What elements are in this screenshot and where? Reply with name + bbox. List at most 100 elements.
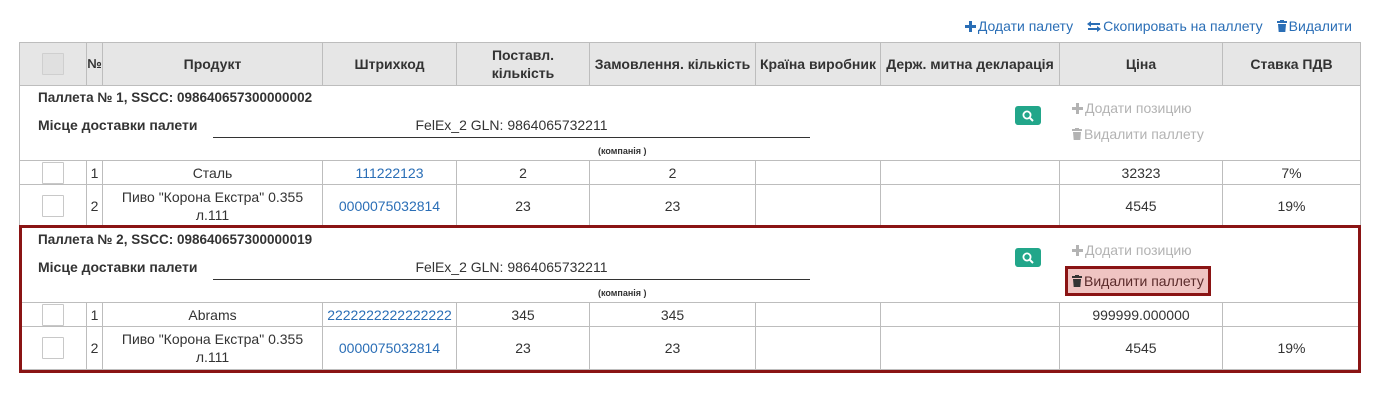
row-select-cell xyxy=(19,302,87,327)
col-supplied-qty: Поставл. кількість xyxy=(456,42,590,86)
pallet-header-row: Паллета № 1, SSCC: 098640657300000002 Мі… xyxy=(19,85,1361,161)
vat-rate: 7% xyxy=(1222,160,1361,185)
row-checkbox[interactable] xyxy=(42,337,64,359)
delete-pallet-button[interactable]: Видалити паллету xyxy=(1065,266,1211,296)
barcode-link[interactable]: 0000075032814 xyxy=(338,340,441,356)
table-row: 2 Пиво "Корона Екстра" 0.355 л.111 00000… xyxy=(19,326,1361,370)
pallet-toolbar: Додати палету Скопировать на паллету Вид… xyxy=(964,18,1352,34)
row-select-cell xyxy=(19,160,87,185)
barcode-cell: 111222123 xyxy=(322,160,457,185)
plus-icon xyxy=(964,20,976,32)
col-product: Продукт xyxy=(102,42,323,86)
delivery-place-row: Місце доставки палети xyxy=(38,117,203,133)
row-checkbox[interactable] xyxy=(42,303,64,326)
add-position-button[interactable]: Додати позицию xyxy=(1072,242,1192,258)
price: 4545 xyxy=(1059,184,1223,228)
table-row: 1 Сталь 111222123 2 2 32323 7% xyxy=(19,160,1361,185)
ordered-qty: 2 xyxy=(589,160,756,185)
vat-rate: 19% xyxy=(1222,184,1361,228)
plus-icon xyxy=(1072,102,1083,114)
pallet-2-panel: Паллета № 2, SSCC: 098640657300000019 Мі… xyxy=(19,227,1361,303)
row-select-cell xyxy=(19,184,87,228)
barcode-cell: 0000075032814 xyxy=(322,326,457,370)
delivery-place-field[interactable]: FelEx_2 GLN: 9864065732211 xyxy=(213,256,810,280)
table-row: 1 Abrams 2222222222222222 345 345 999999… xyxy=(19,302,1361,327)
delivery-place-field[interactable]: FelEx_2 GLN: 9864065732211 xyxy=(213,114,810,138)
supplied-qty: 2 xyxy=(456,160,590,185)
select-all-cell xyxy=(19,42,87,86)
search-company-button[interactable] xyxy=(1015,106,1041,125)
delivery-place-label: Місце доставки палети xyxy=(38,117,198,133)
pallet-1-panel: Паллета № 1, SSCC: 098640657300000002 Мі… xyxy=(19,85,1361,161)
supplied-qty: 23 xyxy=(456,184,590,228)
barcode-link[interactable]: 111222123 xyxy=(355,164,424,181)
delete-pallet-label: Видалити паллету xyxy=(1084,126,1204,142)
ordered-qty: 23 xyxy=(589,326,756,370)
ordered-qty: 23 xyxy=(589,184,756,228)
col-price: Ціна xyxy=(1059,42,1223,86)
col-ordered-qty: Замовлення. кількість xyxy=(589,42,756,86)
customs-declaration xyxy=(880,326,1060,370)
customs-declaration xyxy=(880,160,1060,185)
trash-icon xyxy=(1276,20,1287,32)
row-select-cell xyxy=(19,326,87,370)
delivery-place-row: Місце доставки палети xyxy=(38,259,203,275)
row-number: 2 xyxy=(86,184,103,228)
supplied-qty: 345 xyxy=(456,302,590,327)
company-hint: (компанія ) xyxy=(598,146,647,156)
add-pallet-label: Додати палету xyxy=(977,18,1074,34)
company-hint: (компанія ) xyxy=(598,288,647,298)
country xyxy=(755,302,881,327)
copy-to-pallet-label: Скопировать на паллету xyxy=(1103,18,1263,34)
col-country: Країна виробник xyxy=(755,42,881,86)
search-icon xyxy=(1022,110,1034,122)
barcode-link[interactable]: 0000075032814 xyxy=(338,198,441,214)
delivery-place-label: Місце доставки палети xyxy=(38,259,198,275)
barcode-link[interactable]: 2222222222222222 xyxy=(327,306,452,323)
supplied-qty: 23 xyxy=(456,326,590,370)
delete-pallet-button[interactable]: Видалити паллету xyxy=(1072,126,1204,142)
col-vat-rate: Ставка ПДВ xyxy=(1222,42,1361,86)
product-name: Abrams xyxy=(102,302,323,327)
product-name: Сталь xyxy=(102,160,323,185)
delete-pallet-label: Видалити паллету xyxy=(1084,273,1204,289)
add-position-label: Додати позицию xyxy=(1085,100,1192,116)
trash-icon xyxy=(1072,128,1082,140)
ordered-qty: 345 xyxy=(589,302,756,327)
swap-arrows-icon xyxy=(1087,20,1102,32)
add-position-label: Додати позицию xyxy=(1085,242,1192,258)
row-checkbox[interactable] xyxy=(42,195,64,217)
select-all-checkbox[interactable] xyxy=(42,53,64,75)
table-header-row: № Продукт Штрихкод Поставл. кількість За… xyxy=(19,42,1361,86)
price: 4545 xyxy=(1059,326,1223,370)
delete-label: Видалити xyxy=(1288,18,1352,34)
price: 32323 xyxy=(1059,160,1223,185)
pallet-title: Паллета № 1, SSCC: 098640657300000002 xyxy=(38,90,313,105)
country xyxy=(755,160,881,185)
country xyxy=(755,326,881,370)
row-number: 2 xyxy=(86,326,103,370)
trash-icon xyxy=(1072,275,1082,287)
row-number: 1 xyxy=(86,160,103,185)
price: 999999.000000 xyxy=(1059,302,1223,327)
col-number: № xyxy=(86,42,103,86)
row-number: 1 xyxy=(86,302,103,327)
search-company-button[interactable] xyxy=(1015,248,1041,267)
customs-declaration xyxy=(880,302,1060,327)
product-name: Пиво "Корона Екстра" 0.355 л.111 xyxy=(102,326,323,370)
barcode-cell: 2222222222222222 xyxy=(322,302,457,327)
add-pallet-link[interactable]: Додати палету xyxy=(964,18,1074,34)
col-customs-declaration: Держ. митна декларація xyxy=(880,42,1060,86)
table-row: 2 Пиво "Корона Екстра" 0.355 л.111 00000… xyxy=(19,184,1361,228)
add-position-button[interactable]: Додати позицию xyxy=(1072,100,1192,116)
col-barcode: Штрихкод xyxy=(322,42,457,86)
product-name: Пиво "Корона Екстра" 0.355 л.111 xyxy=(102,184,323,228)
vat-rate: 19% xyxy=(1222,326,1361,370)
delete-link[interactable]: Видалити xyxy=(1276,18,1352,34)
pallet-header-row: Паллета № 2, SSCC: 098640657300000019 Мі… xyxy=(19,227,1361,303)
country xyxy=(755,184,881,228)
row-checkbox[interactable] xyxy=(42,161,64,184)
copy-to-pallet-link[interactable]: Скопировать на паллету xyxy=(1087,18,1263,34)
search-icon xyxy=(1022,252,1034,264)
plus-icon xyxy=(1072,244,1083,256)
